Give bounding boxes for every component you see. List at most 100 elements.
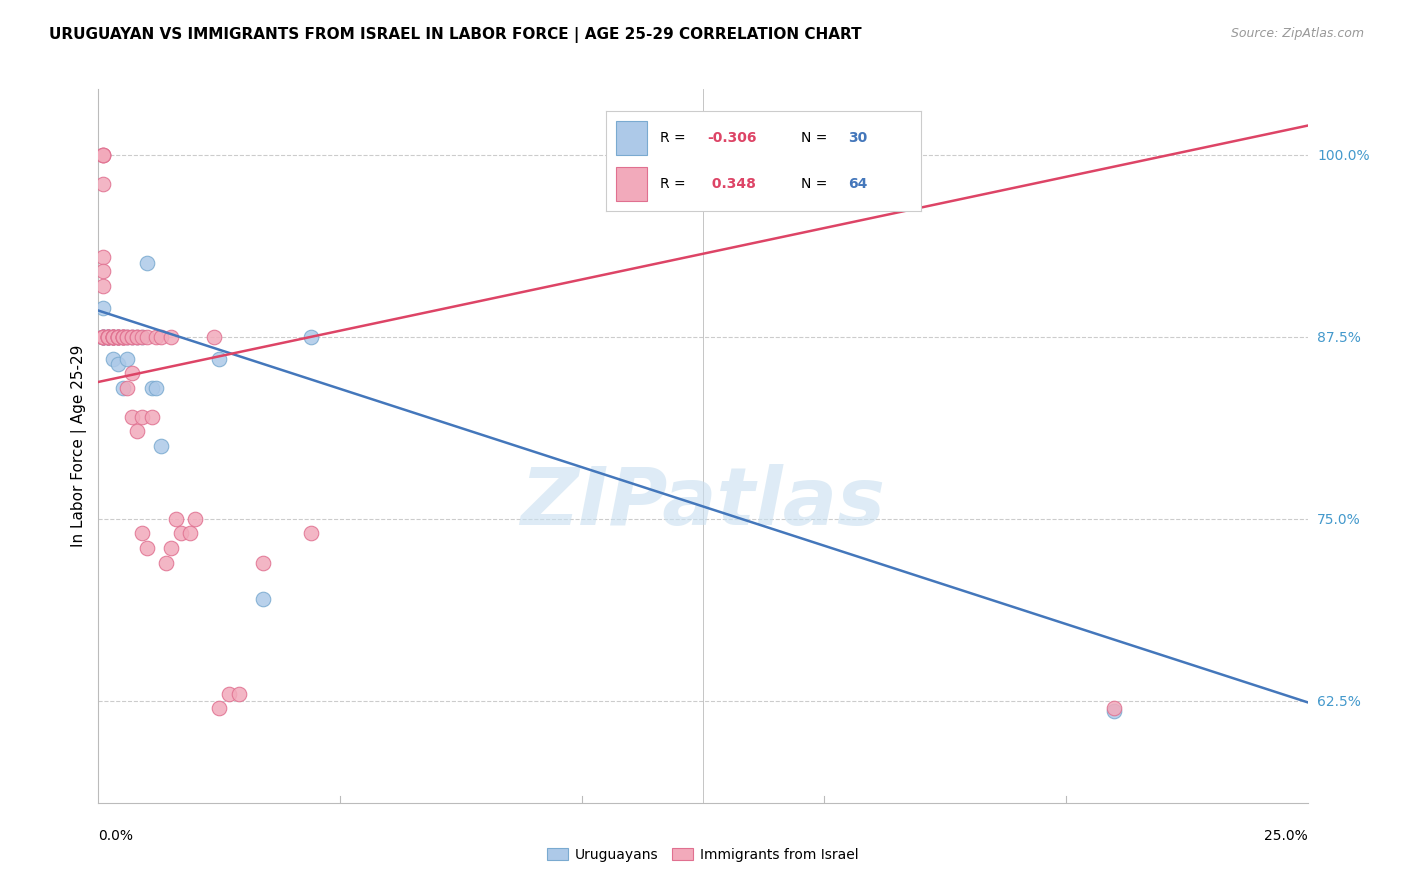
Point <box>107 330 129 344</box>
Point <box>97 330 120 344</box>
Point <box>299 330 322 344</box>
Point <box>218 687 240 701</box>
Point <box>150 439 173 453</box>
Point <box>252 591 274 606</box>
Point <box>91 330 114 344</box>
Point <box>117 330 139 344</box>
Point <box>91 250 114 264</box>
Point <box>91 330 114 344</box>
Point <box>97 330 120 344</box>
Point <box>1102 704 1125 718</box>
Point <box>101 330 124 344</box>
Point <box>107 330 129 344</box>
Point <box>111 330 134 344</box>
Point <box>127 330 149 344</box>
Point <box>127 330 149 344</box>
Point <box>101 330 124 344</box>
Point <box>141 409 163 424</box>
Point <box>155 556 177 570</box>
Point <box>97 330 120 344</box>
Point <box>111 330 134 344</box>
Point <box>97 330 120 344</box>
Point <box>141 381 163 395</box>
Text: Source: ZipAtlas.com: Source: ZipAtlas.com <box>1230 27 1364 40</box>
Point <box>145 330 167 344</box>
Point <box>252 556 274 570</box>
Point <box>127 330 149 344</box>
Point <box>91 147 114 161</box>
Point <box>179 526 201 541</box>
Point <box>117 330 139 344</box>
Point <box>121 330 143 344</box>
Text: 0.0%: 0.0% <box>98 829 134 843</box>
Point <box>107 330 129 344</box>
Point <box>121 409 143 424</box>
Point <box>208 351 231 366</box>
Point <box>91 147 114 161</box>
Point <box>160 330 183 344</box>
Point <box>101 330 124 344</box>
Point <box>111 330 134 344</box>
Text: URUGUAYAN VS IMMIGRANTS FROM ISRAEL IN LABOR FORCE | AGE 25-29 CORRELATION CHART: URUGUAYAN VS IMMIGRANTS FROM ISRAEL IN L… <box>49 27 862 43</box>
Text: ZIPatlas: ZIPatlas <box>520 464 886 542</box>
Point <box>97 330 120 344</box>
Point <box>97 330 120 344</box>
Point <box>101 330 124 344</box>
Point <box>111 330 134 344</box>
Point <box>91 330 114 344</box>
Point <box>145 381 167 395</box>
Point <box>101 330 124 344</box>
Point <box>117 351 139 366</box>
Point <box>111 330 134 344</box>
Point <box>91 330 114 344</box>
Point <box>91 264 114 278</box>
Point <box>91 330 114 344</box>
Point <box>97 330 120 344</box>
Point <box>111 381 134 395</box>
Point <box>91 147 114 161</box>
Point <box>299 526 322 541</box>
Point <box>150 330 173 344</box>
Point <box>91 301 114 315</box>
Point <box>1102 701 1125 715</box>
Point <box>135 255 157 269</box>
Text: 25.0%: 25.0% <box>1264 829 1308 843</box>
Point <box>101 330 124 344</box>
Point <box>131 409 153 424</box>
Point <box>121 330 143 344</box>
Point <box>91 177 114 191</box>
Point <box>101 330 124 344</box>
Point <box>135 330 157 344</box>
Point <box>97 330 120 344</box>
Point <box>101 351 124 366</box>
Point <box>204 330 226 344</box>
Point <box>91 330 114 344</box>
Point <box>111 330 134 344</box>
Point <box>131 330 153 344</box>
Y-axis label: In Labor Force | Age 25-29: In Labor Force | Age 25-29 <box>72 345 87 547</box>
Legend: Uruguayans, Immigrants from Israel: Uruguayans, Immigrants from Israel <box>541 842 865 867</box>
Point <box>131 330 153 344</box>
Point <box>91 278 114 293</box>
Point <box>107 330 129 344</box>
Point <box>91 330 114 344</box>
Point <box>228 687 250 701</box>
Point <box>107 358 129 372</box>
Point <box>101 330 124 344</box>
Point <box>107 330 129 344</box>
Point <box>135 541 157 555</box>
Point <box>117 330 139 344</box>
Point <box>117 381 139 395</box>
Point <box>107 330 129 344</box>
Point <box>97 330 120 344</box>
Point <box>107 330 129 344</box>
Point <box>208 701 231 715</box>
Point <box>184 512 207 526</box>
Point <box>127 425 149 439</box>
Point <box>91 330 114 344</box>
Point <box>121 330 143 344</box>
Point <box>165 512 187 526</box>
Point <box>131 526 153 541</box>
Point <box>169 526 191 541</box>
Point <box>160 541 183 555</box>
